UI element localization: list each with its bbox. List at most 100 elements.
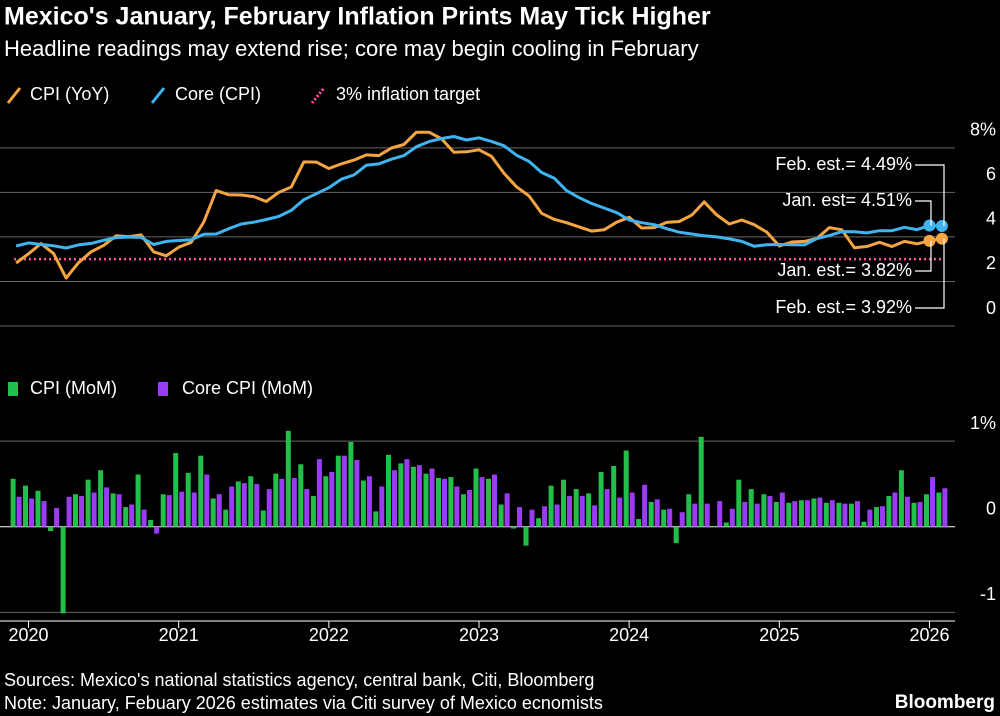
bar: [379, 486, 385, 527]
bar: [498, 504, 504, 527]
bar: [198, 455, 204, 527]
y-tick-label: 2: [986, 253, 996, 273]
bar: [116, 494, 122, 527]
bar: [548, 485, 554, 527]
annotation-connector: [915, 238, 945, 309]
bar: [736, 479, 742, 527]
y-tick-label: 4: [986, 209, 996, 229]
bar: [386, 454, 391, 527]
bar: [23, 485, 28, 527]
note: Note: January, Febuary 2026 estimates vi…: [4, 693, 603, 713]
bar: [104, 487, 110, 527]
bar: [911, 502, 917, 527]
bar: [266, 489, 272, 527]
bar: [348, 441, 354, 527]
legend-label: CPI (YoY): [30, 84, 109, 104]
legend-label: CPI (MoM): [30, 378, 117, 398]
bar: [861, 521, 867, 527]
bar: [617, 497, 623, 527]
bar: [892, 492, 898, 527]
bar: [66, 496, 72, 527]
bar: [429, 468, 435, 527]
y-tick-label: 1%: [970, 413, 996, 433]
bar: [942, 488, 948, 527]
bar: [241, 483, 247, 527]
bar: [148, 519, 154, 527]
annotation: Feb. est.= 3.92%: [775, 297, 912, 317]
x-tick-label: 2023: [459, 625, 499, 645]
bar: [185, 472, 191, 527]
annotation-connector: [915, 240, 932, 272]
bar: [54, 507, 60, 527]
y-tick-label: 6: [986, 164, 996, 184]
bar: [166, 495, 172, 527]
bar: [135, 474, 141, 527]
annotation: Jan. est= 4.51%: [782, 190, 912, 210]
bar: [811, 498, 817, 527]
legend-swatch: [310, 87, 326, 104]
bar: [216, 494, 222, 527]
bar: [636, 519, 642, 527]
bar: [229, 486, 235, 527]
legend-swatch: [150, 87, 166, 104]
bar: [316, 459, 322, 527]
bar: [366, 476, 372, 527]
bar: [536, 518, 542, 527]
bar: [492, 474, 497, 527]
bar: [673, 526, 679, 544]
x-tick-label: 2025: [759, 625, 799, 645]
y-tick-label: 0: [986, 499, 996, 519]
bar: [692, 503, 698, 527]
bar: [204, 474, 210, 527]
bar: [60, 526, 66, 614]
bar: [648, 501, 654, 527]
bar: [504, 493, 510, 527]
bar: [335, 455, 341, 527]
bar: [829, 500, 835, 527]
bar: [567, 495, 572, 527]
bar: [29, 498, 34, 527]
bar: [248, 476, 254, 527]
annotation-connector: [915, 164, 945, 226]
annotation-connector: [915, 200, 932, 226]
estimate-dot: [935, 232, 948, 245]
bar: [48, 526, 54, 532]
bar: [854, 501, 860, 527]
bar: [848, 503, 854, 527]
bar: [235, 481, 241, 527]
bar: [223, 509, 229, 527]
bar: [260, 510, 266, 527]
bar: [154, 526, 160, 534]
bar: [529, 509, 535, 527]
bar: [360, 480, 366, 527]
legend-swatch: [8, 382, 18, 396]
bar: [761, 494, 767, 527]
bar: [573, 489, 579, 527]
bar: [160, 494, 166, 527]
series-line: [15, 135, 942, 250]
bar: [723, 522, 729, 527]
bar: [836, 502, 842, 527]
bar: [329, 471, 335, 527]
bar: [773, 501, 779, 527]
y-tick-label: 8%: [970, 120, 996, 140]
bar: [542, 506, 548, 527]
bar: [191, 492, 197, 527]
bar: [35, 490, 41, 527]
x-tick-label: 2021: [159, 625, 199, 645]
legend-swatch: [6, 87, 22, 104]
bar: [561, 479, 566, 527]
bar: [473, 468, 479, 527]
bar: [917, 501, 923, 527]
bar: [611, 465, 617, 527]
annotation: Jan. est.= 3.82%: [777, 260, 912, 280]
bar: [823, 502, 829, 527]
x-tick-label: 2022: [309, 625, 349, 645]
bar: [461, 494, 466, 527]
chart-subtitle: Headline readings may extend rise; core …: [4, 36, 699, 61]
bar: [767, 495, 773, 527]
bar: [304, 489, 310, 527]
bar: [323, 476, 329, 527]
